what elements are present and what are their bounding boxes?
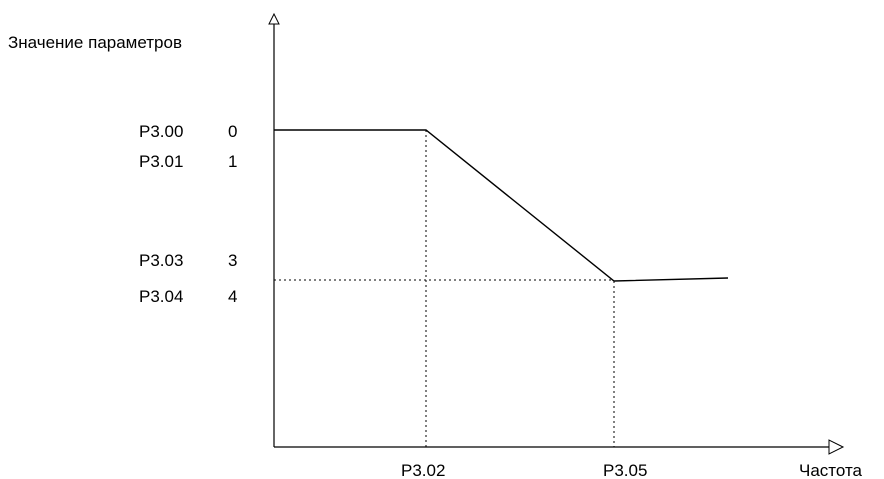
y-label-param: P3.04 [139,287,183,306]
y-axis-arrowhead [268,12,280,25]
y-label-value: 0 [228,122,237,141]
parameter-curve [274,129,729,282]
x-axis-title: Частота [799,461,863,479]
x-axis-arrowhead [828,439,845,455]
y-label-param: P3.03 [139,251,183,270]
y-label-param: P3.00 [139,122,183,141]
y-label-param: P3.01 [139,152,183,171]
y-label-value: 4 [228,287,237,306]
y-label-value: 3 [228,251,237,270]
x-label-p3-02: P3.02 [401,461,445,479]
x-label-p3-05: P3.05 [603,461,647,479]
y-axis-title: Значение параметров [8,33,182,52]
y-label-value: 1 [228,152,237,171]
